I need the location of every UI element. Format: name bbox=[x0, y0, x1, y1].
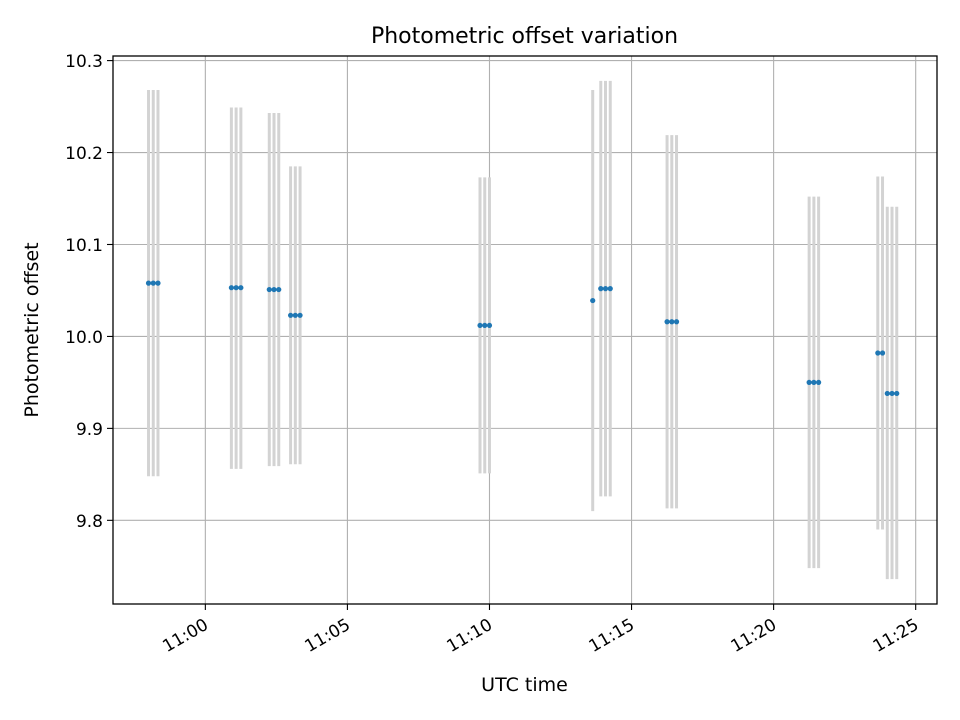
y-tick-label: 10.3 bbox=[65, 52, 103, 72]
data-point bbox=[228, 285, 234, 291]
grid bbox=[113, 56, 937, 604]
data-point bbox=[816, 379, 822, 386]
data-point bbox=[590, 297, 596, 304]
data-point bbox=[806, 379, 812, 386]
data-point bbox=[607, 286, 613, 292]
data-points bbox=[145, 280, 900, 397]
data-point bbox=[486, 322, 493, 329]
data-point bbox=[811, 379, 817, 386]
data-point bbox=[297, 312, 303, 318]
data-point bbox=[879, 350, 886, 356]
y-axis-label: Photometric offset bbox=[21, 242, 43, 417]
data-point bbox=[238, 285, 244, 291]
data-point bbox=[155, 280, 161, 286]
data-point bbox=[673, 319, 680, 325]
data-point bbox=[145, 280, 152, 286]
data-point bbox=[598, 286, 604, 292]
y-axis: 9.8 9.9 10.0 10.1 10.2 10.3 bbox=[65, 52, 113, 532]
y-tick-label: 9.8 bbox=[76, 512, 103, 532]
chart-title: Photometric offset variation bbox=[371, 24, 678, 49]
data-point bbox=[664, 319, 670, 325]
data-point bbox=[287, 312, 294, 318]
plot-frame bbox=[112, 55, 938, 605]
data-point bbox=[292, 312, 298, 318]
data-point bbox=[233, 285, 239, 291]
data-point bbox=[884, 390, 890, 397]
data-point bbox=[276, 286, 282, 293]
data-point bbox=[602, 286, 609, 292]
data-point bbox=[482, 322, 488, 329]
y-tick-label: 10.0 bbox=[65, 328, 103, 348]
data-point bbox=[894, 390, 900, 397]
y-tick-label: 10.1 bbox=[65, 236, 103, 256]
x-axis-label: UTC time bbox=[481, 674, 568, 696]
data-point bbox=[889, 390, 895, 397]
data-point bbox=[266, 286, 272, 293]
data-point bbox=[669, 319, 675, 325]
data-point bbox=[271, 286, 277, 293]
data-point bbox=[875, 350, 881, 356]
y-tick-label: 10.2 bbox=[65, 144, 103, 164]
data-point bbox=[477, 322, 483, 329]
data-point bbox=[150, 280, 156, 286]
y-tick-label: 9.9 bbox=[76, 420, 103, 440]
